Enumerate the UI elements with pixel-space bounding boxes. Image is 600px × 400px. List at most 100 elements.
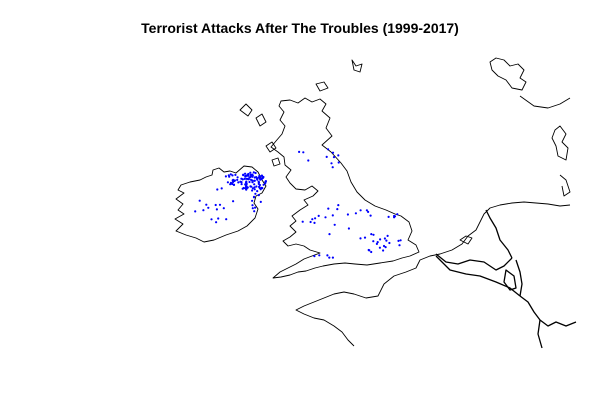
attack-point — [258, 183, 261, 187]
attack-point — [210, 218, 213, 221]
attack-point — [246, 186, 249, 189]
attack-point — [245, 177, 249, 180]
attack-point — [247, 172, 250, 176]
mull-island — [265, 141, 277, 153]
attack-point — [232, 183, 235, 186]
hebrides-island — [239, 103, 253, 117]
attack-point — [328, 256, 331, 259]
attack-points — [194, 148, 402, 259]
attack-point — [313, 255, 316, 258]
attack-point — [385, 239, 388, 242]
attack-point — [386, 234, 389, 237]
attack-point — [198, 199, 201, 202]
attack-point — [244, 183, 247, 187]
attack-point — [214, 203, 217, 207]
attack-point — [251, 187, 254, 190]
attack-point — [257, 194, 260, 197]
attack-point — [205, 203, 208, 206]
attack-point — [327, 148, 330, 151]
attack-point — [216, 188, 219, 191]
luxembourg-border — [503, 269, 517, 291]
attack-point — [254, 206, 257, 209]
attack-point — [262, 183, 265, 186]
attack-point — [243, 177, 246, 180]
norway-coastline — [489, 57, 527, 91]
great-britain-coastline — [270, 97, 420, 279]
attack-point — [256, 178, 259, 181]
attack-point — [251, 204, 254, 207]
attack-point — [247, 178, 250, 181]
attack-point — [248, 180, 251, 184]
attack-point — [255, 185, 258, 188]
attack-point — [384, 246, 387, 249]
attack-point — [220, 187, 223, 190]
attack-point — [262, 175, 265, 179]
orkney-island — [315, 81, 329, 92]
netherlands-germany-border — [485, 209, 513, 259]
attack-point — [331, 256, 334, 259]
denmark-coastline — [551, 125, 569, 161]
attack-point — [215, 221, 218, 224]
attack-point — [234, 173, 237, 176]
attack-point — [251, 199, 254, 202]
islay-island — [271, 157, 281, 167]
attack-point — [258, 187, 261, 190]
attack-point — [224, 175, 227, 178]
map-title: Terrorist Attacks After The Troubles (19… — [141, 20, 459, 36]
attack-point — [337, 154, 340, 157]
attack-point — [375, 242, 378, 245]
attack-point — [331, 166, 334, 169]
attack-point — [236, 176, 239, 179]
attack-point — [249, 174, 252, 177]
attack-point — [370, 233, 373, 236]
attack-point — [259, 200, 262, 203]
attack-point — [388, 241, 391, 245]
attack-point — [398, 244, 401, 247]
attack-point — [202, 209, 205, 212]
attack-point — [311, 218, 314, 221]
attack-point — [241, 178, 244, 181]
attack-point — [225, 218, 228, 221]
attack-point — [257, 181, 261, 184]
shetland-island — [351, 59, 363, 73]
attack-point — [324, 216, 327, 219]
denmark-coastline-south — [559, 174, 571, 197]
attack-point — [249, 171, 252, 174]
attack-point — [301, 220, 304, 223]
attack-point — [251, 207, 254, 210]
attack-point — [309, 220, 312, 224]
attack-point — [231, 182, 234, 186]
attack-point — [217, 217, 220, 220]
attack-point — [264, 180, 267, 183]
attack-point — [207, 206, 210, 209]
germany-east-border — [515, 259, 523, 297]
attack-point — [331, 214, 334, 217]
attack-point — [237, 181, 240, 184]
attack-point — [302, 151, 305, 154]
attack-point — [244, 172, 247, 175]
attack-point — [245, 174, 248, 177]
attack-point — [307, 159, 310, 162]
attack-point — [242, 174, 245, 177]
attack-point — [236, 178, 239, 181]
attack-point — [369, 214, 372, 217]
attack-point — [337, 204, 340, 207]
attack-point — [231, 174, 234, 177]
attack-point — [379, 238, 382, 241]
attack-point — [251, 189, 254, 192]
attack-point — [244, 187, 247, 190]
attack-point — [347, 227, 350, 230]
attack-point — [253, 188, 256, 191]
attack-point — [231, 180, 235, 184]
attack-point — [318, 254, 321, 257]
attack-point — [260, 174, 263, 177]
attack-point — [368, 249, 371, 252]
france-border — [537, 319, 543, 349]
attack-point — [327, 207, 330, 210]
netherlands-inlet — [459, 235, 473, 245]
attack-point — [359, 237, 362, 240]
continental-coastline — [295, 201, 571, 347]
sweden-coastline — [519, 95, 571, 109]
attack-point — [250, 185, 253, 188]
attack-point — [253, 183, 256, 186]
